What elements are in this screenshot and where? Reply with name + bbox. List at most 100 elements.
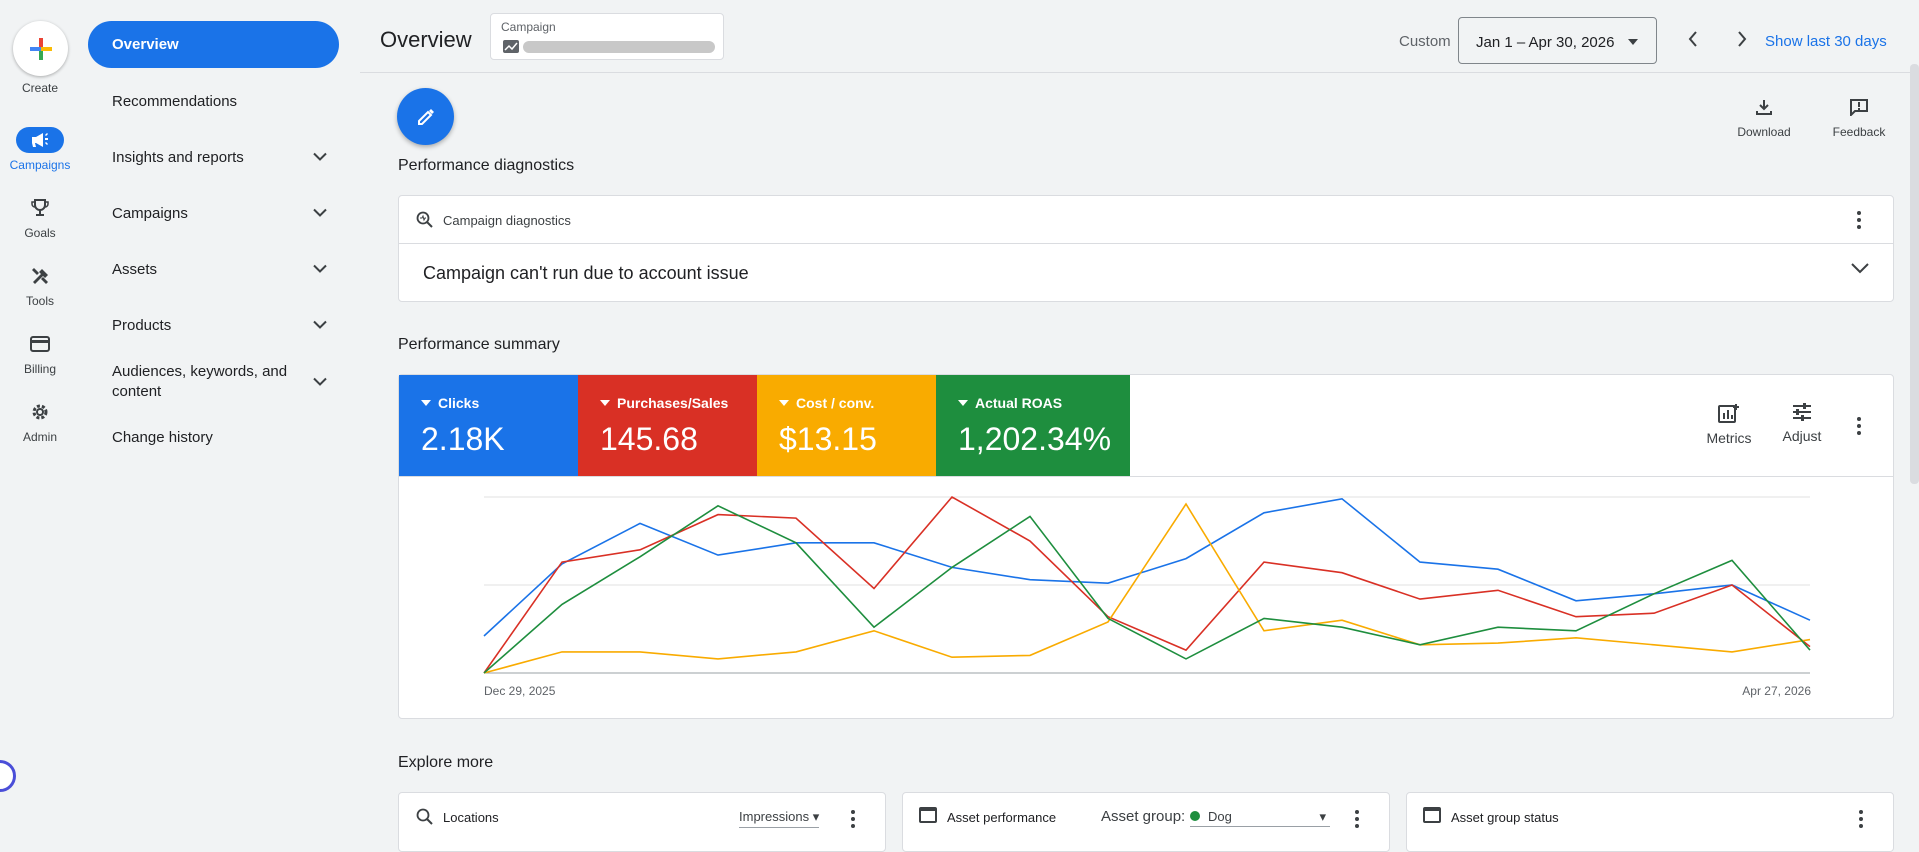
megaphone-icon — [16, 127, 64, 153]
nav-item-label: Insights and reports — [112, 148, 244, 166]
x-axis-start-label: Dec 29, 2025 — [484, 684, 556, 698]
nav-item-change-history[interactable]: Change history — [88, 426, 339, 448]
summary-more-menu[interactable] — [1847, 414, 1871, 438]
feedback-icon — [1850, 99, 1868, 118]
next-period-button[interactable] — [1730, 27, 1754, 51]
performance-line-chart — [483, 495, 1811, 674]
chevron-down-icon — [313, 152, 327, 161]
edit-fab-button[interactable] — [397, 88, 454, 145]
chevron-down-icon — [313, 320, 327, 329]
metric-value: 1,202.34% — [958, 421, 1112, 457]
asset-group-status-card: Asset group status — [1406, 792, 1894, 852]
asset-performance-card: Asset performance Asset group: Dog ▾ — [902, 792, 1390, 852]
diagnostics-card-title: Campaign diagnostics — [443, 213, 571, 228]
rail-item-goals[interactable]: Goals — [0, 195, 80, 257]
add-chart-icon — [1718, 404, 1739, 423]
rail-label-admin: Admin — [22, 430, 57, 444]
diagnostics-more-menu[interactable] — [1847, 208, 1871, 232]
tune-icon — [1793, 403, 1811, 421]
nav-item-audiences[interactable]: Audiences, keywords, and content — [88, 361, 339, 403]
caret-down-icon: ▾ — [812, 809, 820, 824]
asset-group-filter-label: Asset group: — [1101, 808, 1186, 825]
metric-value: 2.18K — [421, 421, 505, 457]
locations-more-menu[interactable] — [841, 807, 865, 831]
nav-item-campaigns[interactable]: Campaigns — [88, 202, 339, 224]
feedback-button[interactable]: Feedback — [1819, 98, 1899, 139]
rail-item-campaigns[interactable]: Campaigns — [0, 127, 80, 189]
nav-item-overview[interactable]: Overview — [88, 21, 339, 68]
trophy-icon — [24, 195, 56, 221]
series-line-1 — [483, 495, 1811, 674]
chevron-left-icon — [1688, 31, 1697, 47]
series-line-0 — [483, 497, 1811, 637]
x-axis-end-label: Apr 27, 2026 — [1742, 684, 1811, 698]
asset-group-dropdown[interactable]: Dog ▾ — [1190, 809, 1330, 827]
campaign-selector[interactable]: Campaign — [490, 13, 724, 60]
gear-icon — [24, 399, 56, 425]
side-nav: Overview Recommendations Insights and re… — [80, 0, 350, 848]
chevron-down-icon — [313, 208, 327, 217]
nav-item-label: Recommendations — [112, 92, 238, 110]
asset-group-status-dot — [1190, 811, 1200, 821]
diagnostics-card: Campaign diagnostics Campaign can't run … — [398, 195, 1894, 302]
metric-name: Purchases/Sales — [600, 395, 728, 411]
nav-item-recommendations[interactable]: Recommendations — [88, 90, 339, 112]
pencil-icon — [417, 108, 434, 125]
metrics-label: Metrics — [1706, 430, 1752, 446]
nav-item-insights-and-reports[interactable]: Insights and reports — [88, 146, 339, 168]
diagnostics-issue-row[interactable]: Campaign can't run due to account issue — [399, 245, 1893, 301]
nav-item-assets[interactable]: Assets — [88, 258, 339, 280]
nav-item-label: Overview — [112, 36, 179, 53]
date-custom-label: Custom — [1399, 33, 1451, 50]
diagnostics-card-header: Campaign diagnostics — [399, 196, 1893, 244]
rail-item-admin[interactable]: Admin — [0, 399, 80, 461]
plus-icon — [29, 37, 52, 60]
chart-icon — [503, 40, 519, 53]
create-button[interactable] — [13, 21, 68, 76]
date-range-value: Jan 1 – Apr 30, 2026 — [1476, 34, 1615, 51]
metric-card-cost-per-conv[interactable]: Cost / conv. $13.15 — [757, 375, 936, 476]
nav-item-label: Audiences, keywords, and content — [112, 363, 288, 400]
nav-item-label: Change history — [112, 428, 213, 446]
metric-card-actual-roas[interactable]: Actual ROAS 1,202.34% — [936, 375, 1130, 476]
performance-summary-card: Clicks 2.18K Purchases/Sales 145.68 Cost… — [398, 374, 1894, 719]
create-label: Create — [21, 81, 59, 95]
caret-down-icon: ▾ — [1319, 809, 1326, 824]
diagnostics-search-icon — [416, 211, 433, 228]
locations-card-title: Locations — [443, 810, 499, 825]
scrollbar[interactable] — [1910, 64, 1919, 484]
series-line-2 — [483, 502, 1811, 674]
rail-label-billing: Billing — [23, 362, 56, 376]
previous-period-button[interactable] — [1681, 27, 1705, 51]
summary-section-title: Performance summary — [398, 336, 560, 353]
asset-performance-more-menu[interactable] — [1345, 807, 1369, 831]
page-title: Overview — [380, 27, 472, 52]
rail-item-tools[interactable]: Tools — [0, 263, 80, 325]
metric-card-purchases[interactable]: Purchases/Sales 145.68 — [578, 375, 757, 476]
tools-icon — [24, 263, 56, 289]
asset-performance-title: Asset performance — [947, 810, 1057, 825]
campaign-selector-label: Campaign — [501, 20, 556, 34]
date-range-picker[interactable]: Jan 1 – Apr 30, 2026 — [1458, 17, 1657, 64]
metric-card-clicks[interactable]: Clicks 2.18K — [399, 375, 578, 476]
show-last-30-days-link[interactable]: Show last 30 days — [1765, 33, 1887, 50]
metric-name: Clicks — [421, 395, 479, 411]
metric-value: 145.68 — [600, 421, 698, 457]
feedback-label: Feedback — [1832, 125, 1886, 139]
locations-metric-dropdown[interactable]: Impressions ▾ — [739, 809, 820, 828]
download-button[interactable]: Download — [1724, 98, 1804, 139]
locations-card: Locations Impressions ▾ — [398, 792, 886, 852]
performance-chart: Dec 29, 2025 Apr 27, 2026 — [399, 476, 1893, 717]
rail-item-billing[interactable]: Billing — [0, 331, 80, 393]
location-search-icon — [416, 808, 433, 825]
adjust-button[interactable]: Adjust — [1772, 403, 1832, 444]
nav-item-label: Assets — [112, 260, 158, 278]
nav-item-products[interactable]: Products — [88, 314, 339, 336]
window-icon — [1423, 807, 1441, 823]
chevron-down-icon — [313, 377, 327, 386]
left-rail: Create Campaigns Goals Tools Billing Adm… — [0, 0, 80, 848]
asset-group-status-more-menu[interactable] — [1849, 807, 1873, 831]
nav-item-label: Campaigns — [112, 204, 188, 222]
nav-item-label: Products — [112, 316, 172, 334]
metrics-button[interactable]: Metrics — [1699, 403, 1759, 446]
